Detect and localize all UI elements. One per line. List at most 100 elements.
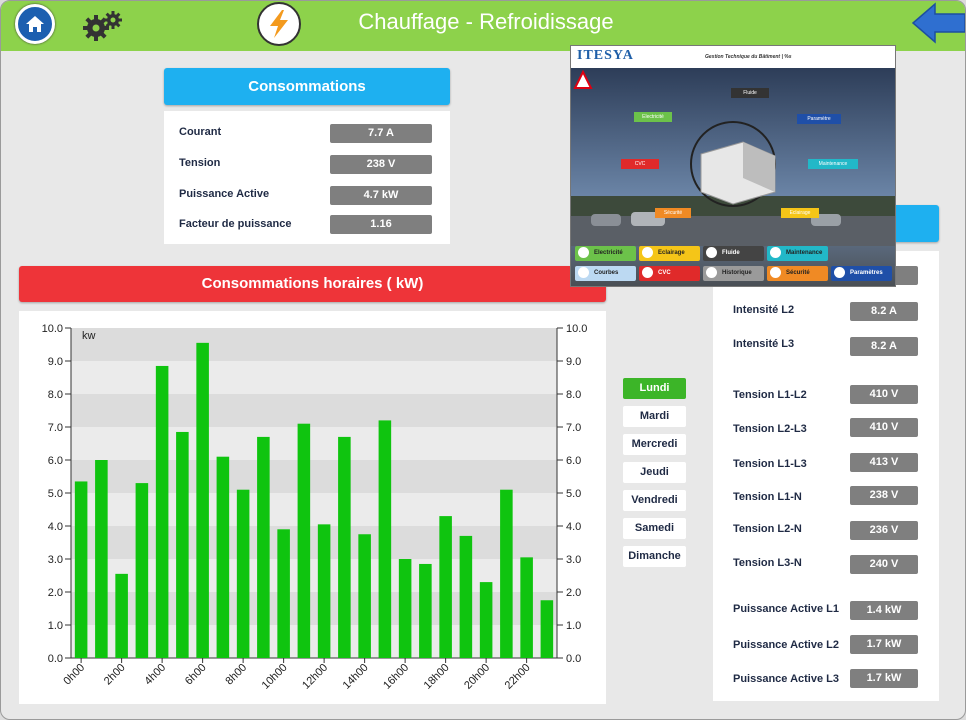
y-tick-label-right: 10.0	[566, 323, 587, 335]
bulb-icon	[642, 246, 653, 258]
nav-eclairage-label: Eclairage	[658, 250, 685, 256]
tension-label: Tension	[179, 157, 221, 169]
gear-icon	[834, 266, 845, 278]
top-bar: Chauffage - Refroidissage	[1, 1, 965, 51]
nav-eclairage[interactable]: Eclairage	[639, 246, 700, 261]
courant-value: 7.7 A	[330, 124, 432, 143]
bar-9h00	[257, 436, 270, 658]
back-arrow-icon	[911, 2, 965, 44]
tension-l1-l2-value: 410 V	[850, 385, 918, 404]
y-tick-label-right: 4.0	[566, 521, 581, 533]
y-tick-label-left: 4.0	[48, 521, 63, 533]
tag-fluide[interactable]: Fluide	[731, 88, 769, 98]
bar-16h00	[398, 559, 412, 658]
back-button[interactable]	[909, 1, 965, 45]
day-button-jeudi[interactable]: Jeudi	[623, 462, 686, 483]
worker-icon	[770, 246, 781, 258]
intensite-l2-label: Intensité L2	[733, 304, 795, 316]
y-tick-label-right: 0.0	[566, 653, 581, 665]
chart-icon	[578, 266, 589, 278]
nav-cvc[interactable]: CVC	[639, 266, 700, 281]
puissance-active-l1-value: 1.4 kW	[850, 601, 918, 620]
y-axis-unit-label: kw	[82, 330, 96, 342]
y-tick-label-left: 2.0	[48, 587, 63, 599]
y-tick-label-right: 3.0	[566, 554, 581, 566]
bar-10h00	[277, 529, 290, 658]
energy-button[interactable]	[257, 2, 301, 46]
nav-historique-label: Historique	[722, 270, 752, 276]
bar-4h00	[155, 365, 169, 658]
nav-courbes[interactable]: Courbes	[575, 266, 636, 281]
tension-l1-l3-value: 413 V	[850, 453, 918, 472]
nav-maintenance[interactable]: Maintenance	[767, 246, 828, 261]
intensite-l2-value: 8.2 A	[850, 302, 918, 321]
tag-electricite[interactable]: Electricité	[634, 112, 672, 122]
chart-grid-band	[71, 460, 557, 493]
hourly-bar-chart: 0.0 0.0 1.0 1.0 2.0 2.0 3.0 3.0 4.0 4.0 5.0 5.0 6.0 6…	[42, 323, 588, 692]
y-tick-label-left: 1.0	[48, 620, 63, 632]
nav-electricite[interactable]: Electricité	[575, 246, 636, 261]
chart-grid-band	[71, 427, 557, 460]
nav-parametres[interactable]: Paramètres	[831, 266, 892, 281]
tension-value: 238 V	[330, 155, 432, 174]
y-tick-label-left: 9.0	[48, 356, 63, 368]
x-tick-label: 8h00	[223, 662, 249, 688]
puissance-active-value: 4.7 kW	[330, 186, 432, 205]
chart-grid-band	[71, 394, 557, 427]
tension-l3-n-label: Tension L3-N	[733, 557, 802, 569]
bar-3h00	[135, 483, 149, 658]
day-button-samedi[interactable]: Samedi	[623, 518, 686, 539]
tag-maintenance[interactable]: Maintenance	[808, 159, 858, 169]
nav-courbes-label: Courbes	[594, 270, 619, 276]
overlay-heading: Gestion Technique du Bâtiment | %s	[705, 54, 792, 60]
day-button-lundi[interactable]: Lundi	[623, 378, 686, 399]
day-button-mercredi[interactable]: Mercredi	[623, 434, 686, 455]
puissance-active-l3-label: Puissance Active L3	[733, 673, 839, 685]
bar-13h00	[338, 436, 351, 658]
courant-label: Courant	[179, 126, 222, 138]
day-button-dimanche[interactable]: Dimanche	[623, 546, 686, 567]
tag-cvc[interactable]: CVC	[621, 159, 659, 169]
day-button-vendredi[interactable]: Vendredi	[623, 490, 686, 511]
settings-button[interactable]	[81, 9, 125, 43]
bar-18h00	[439, 516, 452, 658]
fan-icon	[642, 266, 653, 278]
tag-securite[interactable]: Sécurité	[655, 208, 691, 218]
x-tick-label: 16h00	[381, 662, 411, 692]
tag-parametre[interactable]: Paramètre	[797, 114, 841, 124]
nav-securite[interactable]: Sécurité	[767, 266, 828, 281]
nav-historique[interactable]: Historique	[703, 266, 764, 281]
puissance-active-l2-value: 1.7 kW	[850, 635, 918, 654]
y-tick-label-right: 1.0	[566, 620, 581, 632]
y-tick-label-left: 5.0	[48, 488, 63, 500]
nav-fluide[interactable]: Fluide	[703, 246, 764, 261]
y-tick-label-left: 7.0	[48, 422, 63, 434]
chart-grid-band	[71, 592, 557, 625]
gear-icon	[83, 11, 122, 41]
bar-22h00	[520, 557, 533, 658]
tag-eclairage[interactable]: Eclairage	[781, 208, 819, 218]
nav-securite-label: Sécurité	[786, 270, 810, 276]
day-button-mardi[interactable]: Mardi	[623, 406, 686, 427]
y-tick-label-left: 10.0	[42, 323, 63, 335]
nav-cvc-label: CVC	[658, 270, 671, 276]
overview-preview-window[interactable]: ITESYA Gestion Technique du Bâtiment | %…	[570, 45, 896, 287]
tension-l1-n-value: 238 V	[850, 486, 918, 505]
tension-l1-l3-label: Tension L1-L3	[733, 458, 807, 470]
y-tick-label-right: 7.0	[566, 422, 581, 434]
x-tick-label: 22h00	[503, 662, 533, 692]
puissance-active-l3-value: 1.7 kW	[850, 669, 918, 688]
bar-7h00	[216, 456, 230, 658]
x-tick-label: 18h00	[422, 662, 452, 692]
home-button[interactable]	[15, 4, 55, 44]
bar-23h00	[540, 600, 554, 658]
x-tick-label: 0h00	[61, 662, 87, 688]
x-tick-label: 4h00	[142, 662, 168, 688]
history-icon	[706, 266, 717, 278]
nav-maintenance-label: Maintenance	[786, 250, 823, 256]
consommations-header: Consommations	[164, 68, 450, 105]
bar-17h00	[419, 563, 432, 658]
chart-grid-band	[71, 493, 557, 526]
puissance-active-label: Puissance Active	[179, 188, 270, 200]
